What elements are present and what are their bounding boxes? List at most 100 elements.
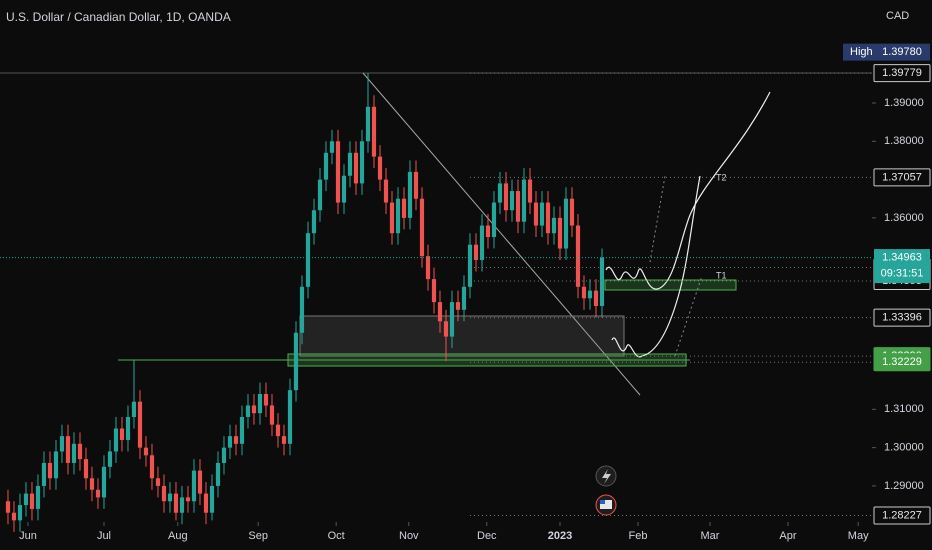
candle-body: [29, 493, 35, 509]
current-price-bg: [874, 249, 930, 284]
price-label-bg: [873, 506, 931, 525]
candle-body: [35, 485, 41, 509]
candle-body: [545, 202, 551, 234]
candle-body: [107, 451, 113, 467]
candle-body: [383, 179, 389, 203]
candle-body: [113, 428, 119, 452]
candle-body: [569, 198, 575, 226]
candle-body: [389, 202, 395, 234]
x-tick-label: Jun: [19, 530, 37, 542]
candle-body: [257, 394, 263, 414]
candle-body: [581, 286, 587, 299]
candle-body: [443, 321, 449, 337]
candle-body: [191, 470, 197, 502]
candle-body: [281, 436, 287, 444]
candle-body: [23, 493, 29, 506]
guide-line: [674, 275, 703, 357]
candle-body: [593, 290, 599, 306]
candle-body: [95, 489, 101, 498]
candle-body: [305, 233, 311, 287]
candle-body: [197, 470, 203, 494]
candle-body: [215, 462, 221, 486]
candle-body: [509, 191, 515, 211]
lightning-icon: [602, 469, 611, 484]
candle-body: [131, 401, 137, 417]
candle-body: [209, 485, 215, 513]
candle-body: [155, 478, 161, 486]
x-tick-label: Sep: [248, 530, 268, 542]
price-label: 1.37057: [882, 171, 922, 183]
price-label-bg: [873, 64, 931, 83]
candle-body: [401, 198, 407, 218]
candle-body: [473, 244, 479, 260]
candle-body: [449, 302, 455, 337]
price-label: 1.32229: [882, 356, 922, 368]
candle-body: [125, 416, 131, 440]
candle-body: [287, 390, 293, 444]
candle-body: [221, 447, 227, 463]
high-marker-text: High: [850, 46, 873, 58]
currency-label: CAD: [886, 10, 909, 22]
candle-body: [461, 286, 467, 310]
y-tick-label: 1.38000: [884, 135, 924, 147]
y-tick-label: 1.31000: [884, 403, 924, 415]
candle-body: [431, 279, 437, 303]
candle-body: [47, 462, 53, 479]
candle-body: [323, 152, 329, 180]
candle-body: [503, 183, 509, 211]
candle-body: [251, 405, 257, 414]
candle-body: [53, 451, 59, 479]
candle-body: [437, 302, 443, 322]
candle-body: [101, 466, 107, 498]
candle-body: [329, 141, 335, 153]
candle-body: [173, 493, 179, 513]
candle-body: [65, 436, 71, 463]
zone-box: [299, 315, 625, 357]
y-tick-label: 1.36000: [884, 212, 924, 224]
candle-body: [11, 512, 17, 521]
candle-body: [245, 405, 251, 417]
candle-body: [293, 332, 299, 391]
candle-body: [119, 428, 125, 440]
candle-body: [59, 436, 65, 452]
candle-body: [347, 152, 353, 176]
candle-body: [425, 256, 431, 280]
x-tick-label: Dec: [477, 530, 497, 542]
candle-body: [233, 436, 239, 444]
candle-body: [5, 501, 11, 513]
candle-body: [575, 225, 581, 287]
candle-body: [203, 493, 209, 513]
drawings: [0, 72, 872, 516]
candle-body: [137, 401, 143, 448]
candle-body: [185, 497, 191, 502]
candle-body: [479, 225, 485, 260]
current-price-label: 1.34963: [882, 251, 922, 263]
candle-body: [77, 443, 83, 460]
candle-body: [497, 183, 503, 203]
candle-body: [515, 191, 521, 222]
candle-body: [557, 217, 563, 249]
candle-body: [407, 171, 413, 218]
trend-line: [362, 72, 641, 396]
high-marker-label: 1.39780: [882, 46, 922, 58]
candle-body: [413, 171, 419, 199]
candle-body: [467, 244, 473, 287]
candle-body: [365, 106, 371, 142]
price-label: 1.39779: [882, 67, 922, 79]
candle-body: [599, 257, 605, 306]
x-tick-label: 2023: [548, 530, 572, 542]
candle-body: [533, 202, 539, 226]
candle-body: [299, 286, 305, 333]
candle-body: [275, 424, 281, 437]
countdown-label: 09:31:51: [881, 267, 924, 279]
price-label-bg: [873, 168, 931, 187]
price-label: 1.28227: [882, 509, 922, 521]
candle-body: [83, 459, 89, 479]
candle-body: [455, 302, 461, 310]
candle-body: [341, 175, 347, 203]
candle-body: [143, 447, 149, 456]
price-label-bg: [873, 308, 931, 327]
candle-body: [239, 416, 245, 444]
candle-body: [269, 405, 275, 425]
